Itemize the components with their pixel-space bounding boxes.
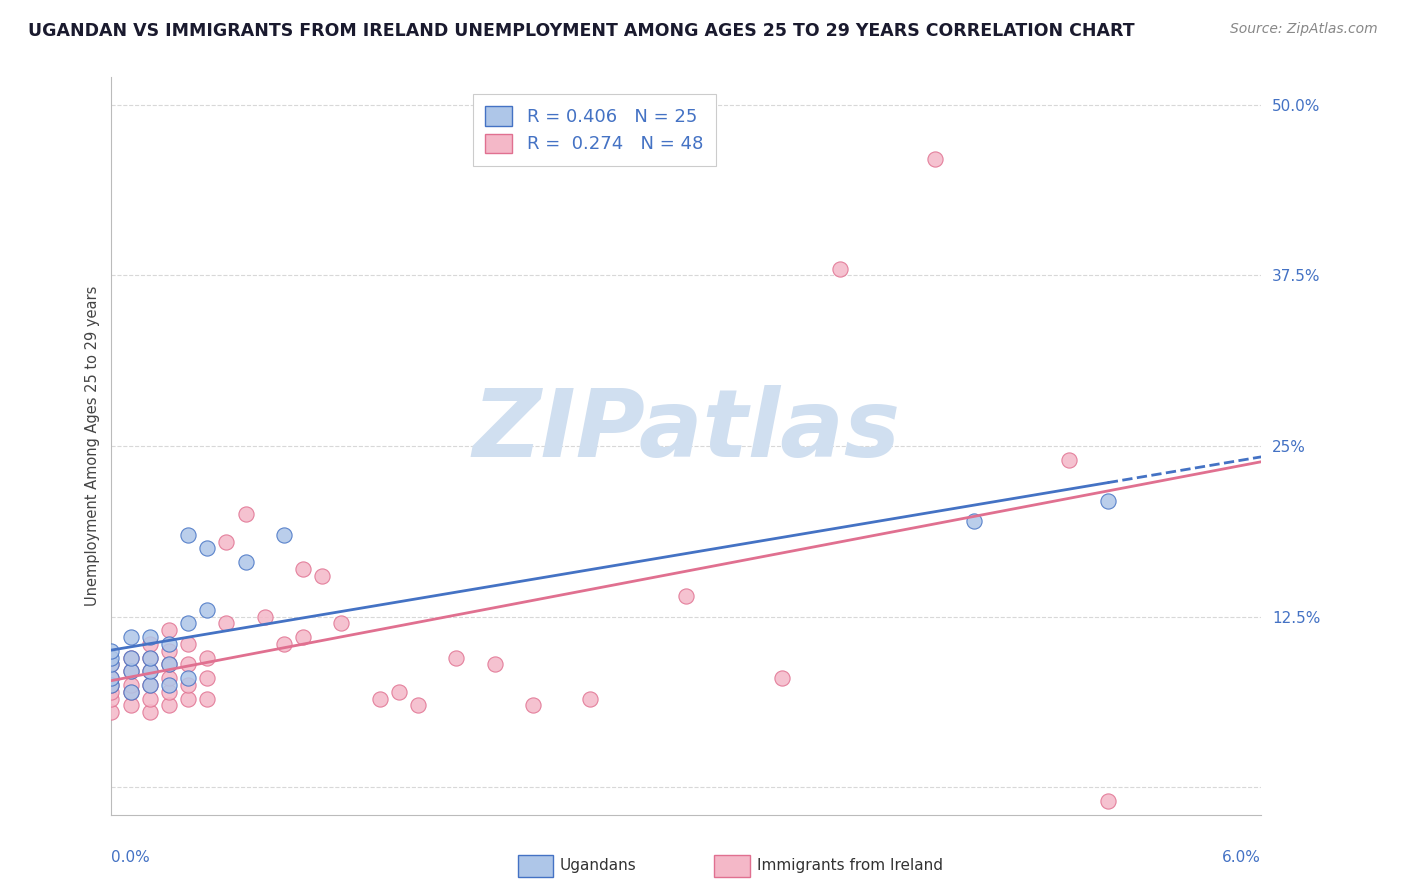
Point bbox=[120, 684, 142, 698]
Point bbox=[120, 678, 142, 692]
Point bbox=[195, 603, 218, 617]
Point bbox=[138, 678, 160, 692]
Point bbox=[1097, 493, 1119, 508]
Point bbox=[138, 665, 160, 679]
Point bbox=[138, 705, 160, 719]
Point bbox=[235, 508, 257, 522]
Point bbox=[292, 562, 315, 576]
Point bbox=[330, 616, 353, 631]
Text: 6.0%: 6.0% bbox=[1222, 850, 1261, 865]
Point bbox=[522, 698, 544, 713]
Point bbox=[120, 650, 142, 665]
Point bbox=[138, 678, 160, 692]
Point bbox=[1059, 452, 1081, 467]
Point bbox=[177, 616, 200, 631]
Point bbox=[100, 657, 122, 672]
Point bbox=[100, 671, 122, 685]
Point bbox=[157, 671, 180, 685]
Point bbox=[100, 691, 122, 706]
Point bbox=[195, 691, 218, 706]
Point bbox=[100, 671, 122, 685]
Point bbox=[963, 514, 986, 528]
Point bbox=[100, 705, 122, 719]
Point bbox=[120, 665, 142, 679]
Point bbox=[100, 644, 122, 658]
Point bbox=[100, 650, 122, 665]
Point bbox=[157, 644, 180, 658]
Point bbox=[120, 650, 142, 665]
Point bbox=[368, 691, 391, 706]
Point bbox=[406, 698, 429, 713]
Point bbox=[215, 616, 238, 631]
Point bbox=[157, 684, 180, 698]
Point bbox=[924, 153, 946, 167]
Point bbox=[120, 665, 142, 679]
Point bbox=[100, 657, 122, 672]
Point bbox=[177, 657, 200, 672]
Point bbox=[157, 657, 180, 672]
Point bbox=[292, 630, 315, 644]
Point bbox=[138, 665, 160, 679]
Point bbox=[138, 650, 160, 665]
Text: 0.0%: 0.0% bbox=[111, 850, 150, 865]
Point bbox=[100, 678, 122, 692]
Point bbox=[828, 261, 851, 276]
Text: UGANDAN VS IMMIGRANTS FROM IRELAND UNEMPLOYMENT AMONG AGES 25 TO 29 YEARS CORREL: UGANDAN VS IMMIGRANTS FROM IRELAND UNEMP… bbox=[28, 22, 1135, 40]
Text: Ugandans: Ugandans bbox=[560, 858, 637, 873]
Point bbox=[177, 691, 200, 706]
Point bbox=[157, 624, 180, 638]
Point bbox=[484, 657, 506, 672]
Point bbox=[273, 527, 295, 541]
Text: ZIPatlas: ZIPatlas bbox=[472, 385, 900, 477]
Point bbox=[235, 555, 257, 569]
Point bbox=[120, 684, 142, 698]
Point bbox=[138, 637, 160, 651]
Point bbox=[195, 671, 218, 685]
Point bbox=[675, 589, 697, 603]
Point bbox=[177, 527, 200, 541]
Point bbox=[157, 637, 180, 651]
Point bbox=[215, 534, 238, 549]
Point bbox=[195, 541, 218, 556]
Point bbox=[311, 568, 333, 582]
Point bbox=[253, 609, 276, 624]
Text: Source: ZipAtlas.com: Source: ZipAtlas.com bbox=[1230, 22, 1378, 37]
Point bbox=[157, 657, 180, 672]
Point bbox=[579, 691, 602, 706]
Point bbox=[273, 637, 295, 651]
Point bbox=[120, 698, 142, 713]
Point bbox=[138, 691, 160, 706]
Legend: R = 0.406   N = 25, R =  0.274   N = 48: R = 0.406 N = 25, R = 0.274 N = 48 bbox=[472, 94, 716, 166]
Point bbox=[177, 671, 200, 685]
Point bbox=[177, 637, 200, 651]
Point bbox=[100, 678, 122, 692]
Point bbox=[177, 678, 200, 692]
Point bbox=[138, 650, 160, 665]
Point bbox=[770, 671, 793, 685]
Point bbox=[157, 678, 180, 692]
Point bbox=[195, 650, 218, 665]
Y-axis label: Unemployment Among Ages 25 to 29 years: Unemployment Among Ages 25 to 29 years bbox=[86, 285, 100, 607]
Point bbox=[157, 698, 180, 713]
Point bbox=[446, 650, 468, 665]
Point bbox=[1097, 794, 1119, 808]
Point bbox=[120, 630, 142, 644]
Point bbox=[138, 630, 160, 644]
Text: Immigrants from Ireland: Immigrants from Ireland bbox=[756, 858, 942, 873]
Point bbox=[100, 684, 122, 698]
Point bbox=[388, 684, 411, 698]
